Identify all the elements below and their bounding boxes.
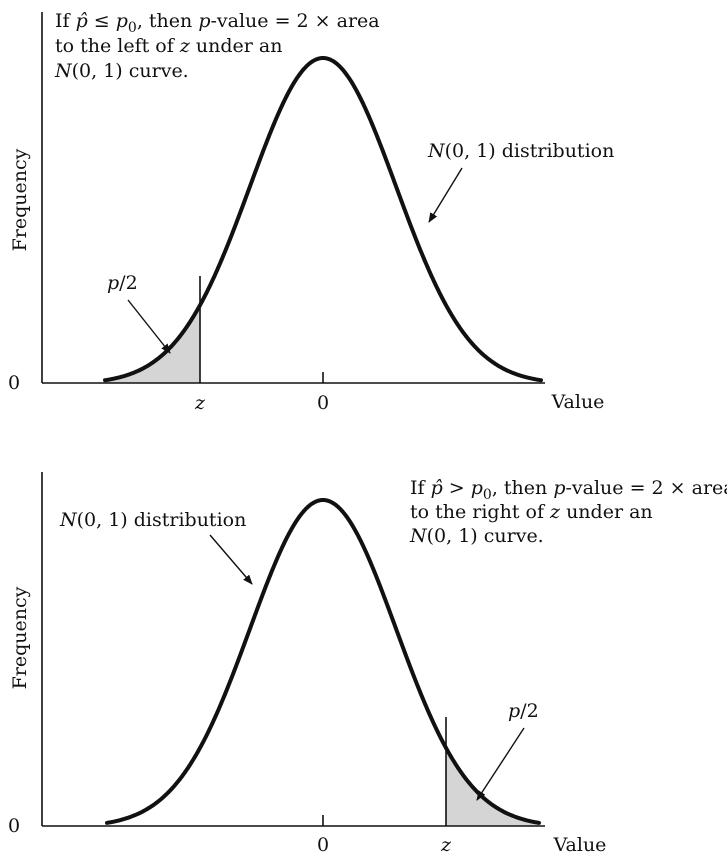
x-axis-label: Value xyxy=(551,391,605,413)
y-zero-label: 0 xyxy=(8,372,20,394)
z-tick-label: z xyxy=(194,392,206,414)
area-arrow xyxy=(476,727,525,801)
note-line-1: If p̂ ≤ p0, then p-value = 2 × area xyxy=(55,10,380,36)
area-label: p/2 xyxy=(508,700,539,722)
zero-tick-label: 0 xyxy=(317,834,329,856)
area-arrow xyxy=(127,299,171,354)
y-axis-label: Frequency xyxy=(9,148,31,251)
note-line-2: to the left of z under an xyxy=(55,35,282,57)
top-panel: Frequency 0 Value z 0 If p̂ ≤ p0, then p… xyxy=(8,10,614,414)
x-axis-label: Value xyxy=(553,834,607,856)
distribution-arrow xyxy=(428,167,463,223)
zero-tick-label: 0 xyxy=(317,392,329,414)
normal-curve xyxy=(105,498,541,825)
note-line-3: N(0, 1) curve. xyxy=(54,60,189,82)
normal-curve xyxy=(103,56,543,383)
distribution-arrow xyxy=(209,534,253,585)
distribution-label: N(0, 1) distribution xyxy=(59,509,246,531)
bottom-panel: Frequency 0 Value 0 z If p̂ > p0, then p… xyxy=(8,472,727,856)
left-tail-shaded-area xyxy=(105,305,200,383)
z-tick-label: z xyxy=(440,834,452,856)
y-zero-label: 0 xyxy=(8,815,20,837)
right-tail-shaded-area xyxy=(446,747,539,826)
distribution-label: N(0, 1) distribution xyxy=(427,140,614,162)
note-line-1: If p̂ > p0, then p-value = 2 × area xyxy=(410,477,727,503)
y-axis-label: Frequency xyxy=(9,586,31,689)
note-line-2: to the right of z under an xyxy=(410,501,653,523)
note-line-3: N(0, 1) curve. xyxy=(409,525,544,547)
area-label: p/2 xyxy=(107,272,138,294)
